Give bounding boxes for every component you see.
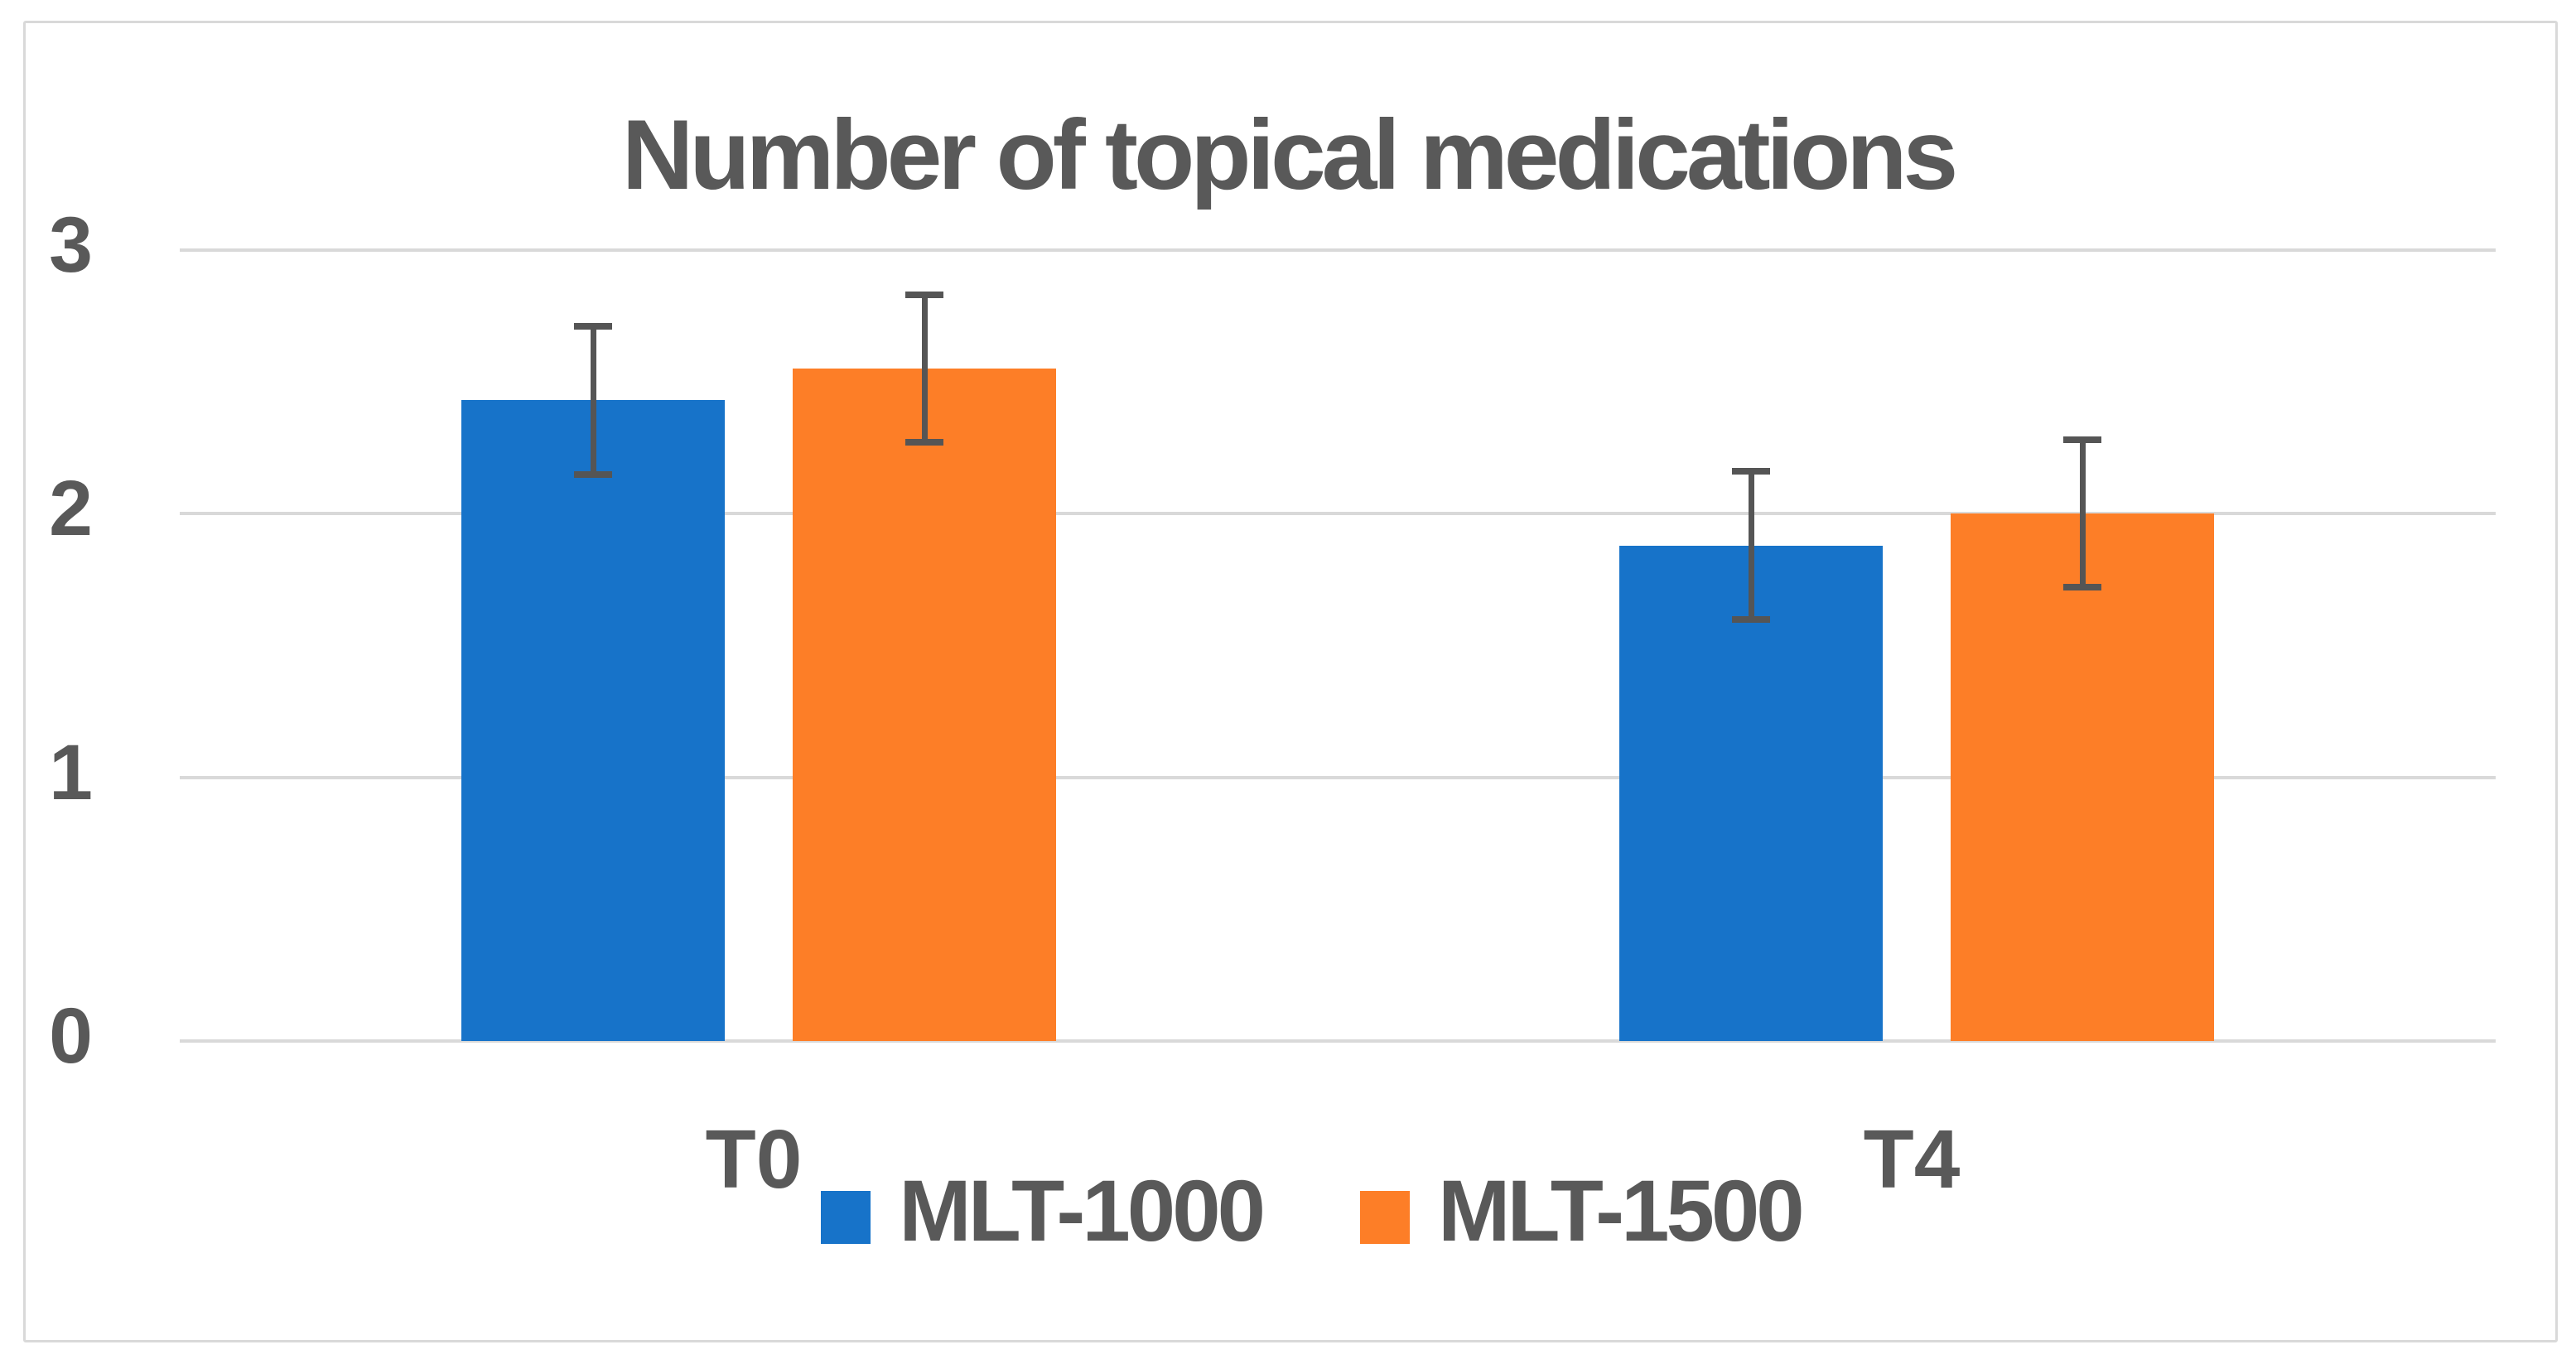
- error-bar-top-cap: [905, 292, 943, 299]
- error-bar-bottom-cap: [574, 470, 612, 478]
- legend-label-MLT-1000: MLT-1000: [899, 1163, 1266, 1260]
- error-bar-top-cap: [574, 323, 612, 330]
- error-bar-bottom-cap: [2063, 584, 2101, 591]
- error-bar-stem: [2079, 436, 2086, 591]
- error-bar-stem: [1748, 468, 1754, 623]
- legend-swatch-MLT-1000: [821, 1191, 871, 1244]
- x-axis-label-T0: T0: [705, 1113, 803, 1206]
- error-bar-bottom-cap: [905, 439, 943, 446]
- gridline-y0: [180, 1039, 2496, 1043]
- gridline-y3: [180, 248, 2496, 252]
- gridline-y1: [180, 775, 2496, 779]
- legend-swatch-MLT-1500: [1360, 1191, 1410, 1244]
- error-bar-stem: [590, 323, 596, 478]
- y-tick-label-2: 2: [49, 465, 93, 553]
- error-bar-bottom-cap: [1732, 615, 1770, 623]
- error-bar-MLT-1000-T4: [1732, 468, 1770, 623]
- x-axis-label-T4: T4: [1863, 1113, 1961, 1206]
- y-tick-label-0: 0: [49, 992, 93, 1080]
- y-tick-label-3: 3: [49, 201, 93, 289]
- error-bar-MLT-1500-T0: [905, 292, 943, 446]
- gridline-y2: [180, 512, 2496, 516]
- error-bar-MLT-1000-T0: [574, 323, 612, 478]
- legend-item-MLT-1000: MLT-1000: [821, 1162, 1266, 1261]
- bar-MLT-1500-T0: [793, 369, 1056, 1041]
- bar-MLT-1000-T0: [461, 400, 725, 1041]
- error-bar-top-cap: [2063, 436, 2101, 444]
- bar-MLT-1000-T4: [1619, 545, 1883, 1041]
- chart-title: Number of topical medications: [621, 99, 1959, 210]
- error-bar-MLT-1500-T4: [2063, 436, 2101, 591]
- y-tick-label-1: 1: [49, 728, 93, 817]
- bar-MLT-1500-T4: [1951, 513, 2214, 1041]
- legend: MLT-1000 MLT-1500: [23, 1163, 2576, 1260]
- error-bar-stem: [921, 292, 928, 446]
- legend-label-MLT-1500: MLT-1500: [1438, 1163, 1805, 1260]
- legend-item-MLT-1500: MLT-1500: [1360, 1162, 1805, 1261]
- error-bar-top-cap: [1732, 468, 1770, 475]
